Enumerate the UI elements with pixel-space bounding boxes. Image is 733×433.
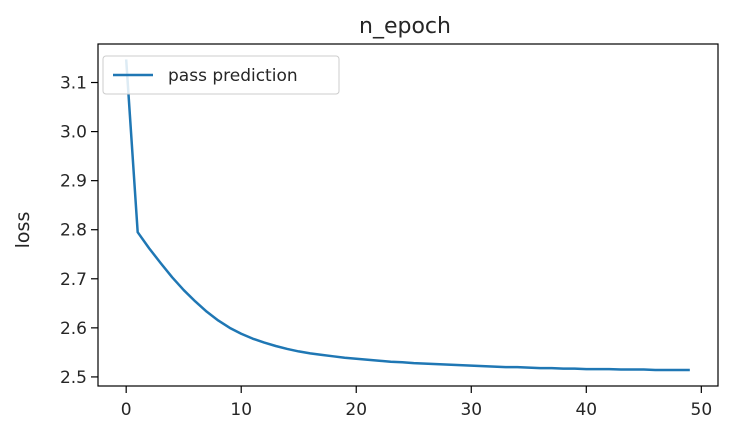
y-tick-label: 2.6 xyxy=(60,319,87,339)
legend-label-pass-prediction: pass prediction xyxy=(168,66,298,86)
x-tick-label: 10 xyxy=(230,400,252,420)
y-tick-label: 2.5 xyxy=(60,368,87,388)
x-tick-label: 40 xyxy=(575,400,597,420)
series-line-pass-prediction xyxy=(124,59,690,372)
legend-box xyxy=(102,55,340,95)
plot-area xyxy=(97,43,719,387)
x-tick-label: 30 xyxy=(460,400,482,420)
plot-frame xyxy=(97,43,719,387)
y-tick-label: 3.0 xyxy=(60,123,87,143)
y-tick-label: 2.7 xyxy=(60,270,87,290)
x-tick-label: 20 xyxy=(345,400,367,420)
chart-title: n_epoch xyxy=(359,14,451,39)
y-tick-label: 2.8 xyxy=(60,221,87,241)
axis-ticks: 0 10 20 30 40 50 2.5 2.6 2.7 2.8 2.9 3.0 3.1 xyxy=(60,74,712,420)
x-tick-label: 50 xyxy=(691,400,713,420)
y-tick-label: 2.9 xyxy=(60,172,87,192)
y-axis-label: loss xyxy=(12,212,34,249)
x-tick-label: 0 xyxy=(121,400,132,420)
legend: pass prediction xyxy=(102,55,340,95)
y-tick-label: 3.1 xyxy=(60,74,87,94)
